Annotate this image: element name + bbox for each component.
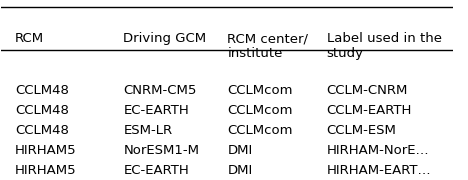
- Text: CCLM48: CCLM48: [15, 124, 69, 137]
- Text: HIRHAM-NorE…: HIRHAM-NorE…: [327, 144, 429, 157]
- Text: CCLM48: CCLM48: [15, 104, 69, 117]
- Text: HIRHAM-EART…: HIRHAM-EART…: [327, 164, 431, 177]
- Text: RCM center/
institute: RCM center/ institute: [227, 32, 308, 60]
- Text: CCLM-EARTH: CCLM-EARTH: [327, 104, 412, 117]
- Text: ESM-LR: ESM-LR: [124, 124, 173, 137]
- Text: CNRM-CM5: CNRM-CM5: [124, 84, 197, 97]
- Text: Driving GCM: Driving GCM: [124, 32, 206, 45]
- Text: CCLMcom: CCLMcom: [227, 84, 293, 97]
- Text: DMI: DMI: [227, 164, 253, 177]
- Text: CCLMcom: CCLMcom: [227, 124, 293, 137]
- Text: CCLM-ESM: CCLM-ESM: [327, 124, 396, 137]
- Text: CCLM48: CCLM48: [15, 84, 69, 97]
- Text: Label used in the
study: Label used in the study: [327, 32, 442, 60]
- Text: RCM: RCM: [15, 32, 44, 45]
- Text: EC-EARTH: EC-EARTH: [124, 164, 189, 177]
- Text: HIRHAM5: HIRHAM5: [15, 144, 77, 157]
- Text: DMI: DMI: [227, 144, 253, 157]
- Text: NorESM1-M: NorESM1-M: [124, 144, 199, 157]
- Text: CCLM-CNRM: CCLM-CNRM: [327, 84, 408, 97]
- Text: CCLMcom: CCLMcom: [227, 104, 293, 117]
- Text: EC-EARTH: EC-EARTH: [124, 104, 189, 117]
- Text: HIRHAM5: HIRHAM5: [15, 164, 77, 177]
